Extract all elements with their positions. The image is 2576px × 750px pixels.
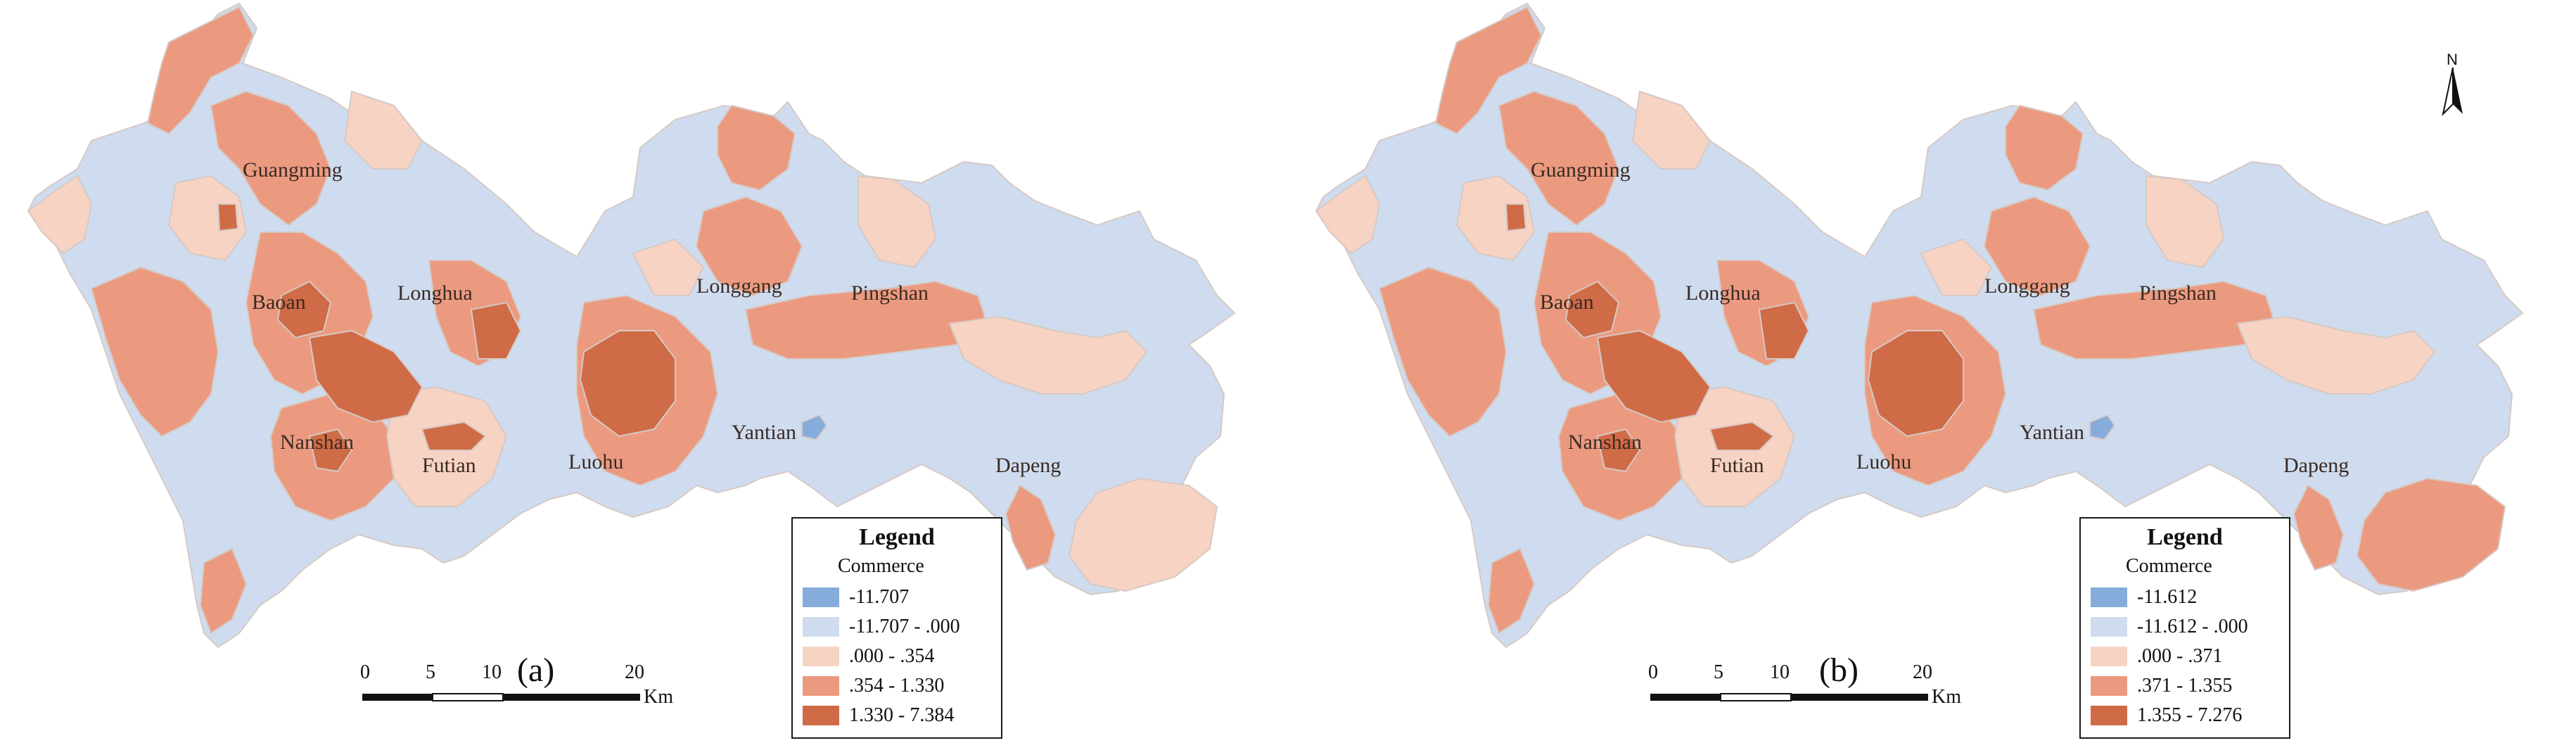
legend-label: -11.612 <box>2137 586 2198 608</box>
legend-label: .354 - 1.330 <box>849 675 945 697</box>
legend-swatch <box>803 647 839 666</box>
district-label-dapeng: Dapeng <box>2283 454 2349 477</box>
legend-swatch <box>803 676 839 696</box>
map-panel-b: Guangming Baoan Longhua Longgang Pingsha… <box>1288 0 2576 750</box>
scale-bar-b <box>1650 693 1928 701</box>
district-label-pingshan: Pingshan <box>2139 281 2217 305</box>
legend-field: Commerce <box>838 555 924 577</box>
choropleth-map-b <box>1315 2 2524 649</box>
legend-a: Legend Commerce -11.707 -11.707 - .000 .… <box>791 517 1002 739</box>
legend-swatch <box>2091 617 2127 637</box>
district-label-pingshan: Pingshan <box>851 281 929 305</box>
legend-title: Legend <box>2147 524 2223 550</box>
legend-swatch <box>2091 706 2127 725</box>
district-label-guangming: Guangming <box>1531 158 1631 182</box>
district-label-nanshan: Nanshan <box>280 431 354 454</box>
legend-label: -11.707 - .000 <box>849 616 960 637</box>
legend-swatch <box>803 587 839 607</box>
district-label-futian: Futian <box>422 454 476 477</box>
district-label-longhua: Longhua <box>397 281 473 305</box>
scale-bar-a <box>362 693 640 701</box>
legend-label: -11.612 - .000 <box>2137 616 2248 637</box>
legend-item: .354 - 1.330 <box>803 674 944 698</box>
scale-tick-10: 10 <box>1770 661 1790 683</box>
scale-tick-0: 0 <box>360 661 370 683</box>
legend-item: -11.612 - .000 <box>2091 615 2248 639</box>
district-label-dapeng: Dapeng <box>995 454 1061 477</box>
scale-tick-5: 5 <box>1714 661 1723 683</box>
legend-label: .000 - .354 <box>849 645 935 667</box>
legend-item: 1.330 - 7.384 <box>803 704 954 727</box>
scale-tick-20: 20 <box>625 661 644 683</box>
district-label-baoan: Baoan <box>252 291 306 314</box>
scale-tick-0: 0 <box>1648 661 1658 683</box>
legend-item: .371 - 1.355 <box>2091 674 2232 698</box>
legend-label: .371 - 1.355 <box>2137 675 2233 697</box>
district-label-longgang: Longgang <box>696 274 782 298</box>
district-label-futian: Futian <box>1710 454 1764 477</box>
district-label-luohu: Luohu <box>1856 450 1912 473</box>
scale-unit: Km <box>1932 686 1961 708</box>
district-label-guangming: Guangming <box>243 158 343 182</box>
district-label-nanshan: Nanshan <box>1568 431 1642 454</box>
legend-swatch <box>2091 676 2127 696</box>
legend-swatch <box>803 706 839 725</box>
legend-label: .000 - .371 <box>2137 645 2223 667</box>
north-label: N <box>2447 51 2458 68</box>
scale-unit: Km <box>644 686 673 708</box>
legend-item: .000 - .354 <box>803 644 934 668</box>
district-label-yantian: Yantian <box>732 421 796 444</box>
legend-swatch <box>2091 647 2127 666</box>
scale-tick-5: 5 <box>426 661 435 683</box>
legend-item: -11.707 <box>803 585 909 609</box>
legend-item: .000 - .371 <box>2091 644 2222 668</box>
legend-b: Legend Commerce -11.612 -11.612 - .000 .… <box>2079 517 2290 739</box>
legend-item: 1.355 - 7.276 <box>2091 704 2242 727</box>
legend-swatch <box>2091 587 2127 607</box>
district-label-longhua: Longhua <box>1685 281 1761 305</box>
district-label-yantian: Yantian <box>2020 421 2084 444</box>
scale-tick-20: 20 <box>1913 661 1932 683</box>
legend-item: -11.707 - .000 <box>803 615 960 639</box>
legend-swatch <box>803 617 839 637</box>
choropleth-map-a <box>27 2 1236 649</box>
district-label-luohu: Luohu <box>568 450 624 473</box>
district-label-longgang: Longgang <box>1984 274 2070 298</box>
map-panel-a: Guangming Baoan Longhua Longgang Pingsha… <box>27 2 1236 739</box>
panel-label-a: (a) <box>517 652 555 689</box>
legend-label: -11.707 <box>849 586 910 608</box>
legend-label: 1.355 - 7.276 <box>2137 704 2243 726</box>
scale-tick-10: 10 <box>482 661 502 683</box>
legend-field: Commerce <box>2126 555 2212 577</box>
legend-label: 1.330 - 7.384 <box>849 704 955 726</box>
legend-item: -11.612 <box>2091 585 2197 609</box>
legend-title: Legend <box>859 524 935 550</box>
district-label-baoan: Baoan <box>1540 291 1594 314</box>
north-arrow-icon <box>2442 68 2463 117</box>
panel-label-b: (b) <box>1819 652 1858 689</box>
